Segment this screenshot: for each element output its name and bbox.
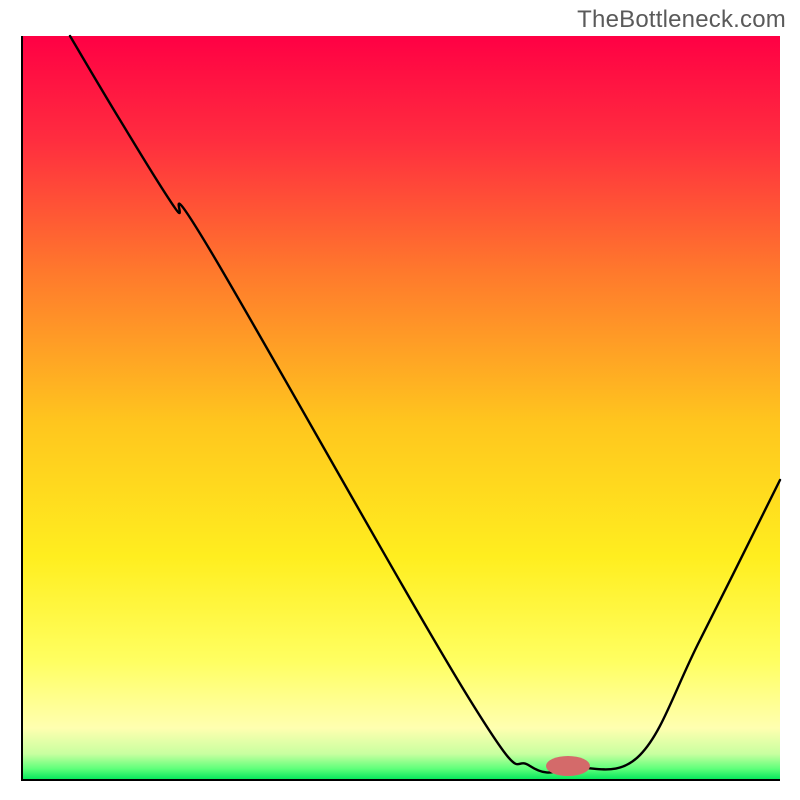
bottleneck-chart	[0, 0, 800, 800]
watermark-text: TheBottleneck.com	[577, 6, 786, 34]
optimal-marker	[546, 756, 590, 776]
